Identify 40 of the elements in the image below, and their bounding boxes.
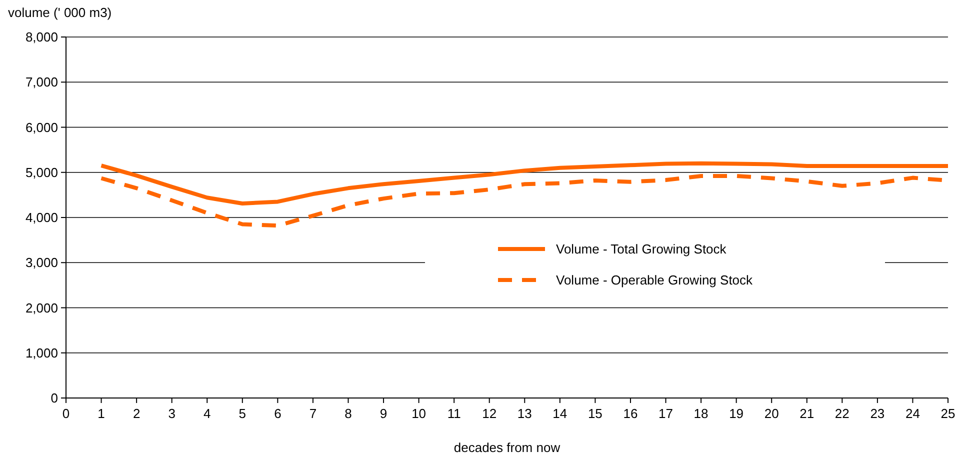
x-tick-label: 25 — [940, 406, 956, 421]
x-tick-label: 13 — [517, 406, 532, 421]
y-tick-label: 3,000 — [25, 255, 58, 270]
x-tick-label: 14 — [552, 406, 568, 421]
x-tick-label: 16 — [623, 406, 638, 421]
y-tick-label: 1,000 — [25, 345, 58, 360]
legend-label: Volume - Operable Growing Stock — [556, 272, 754, 288]
y-tick-label: 2,000 — [25, 300, 58, 316]
x-axis-title: decades from now — [454, 440, 561, 455]
x-tick-label: 4 — [204, 406, 211, 421]
x-tick-label: 21 — [800, 406, 814, 421]
x-tick-label: 22 — [834, 406, 850, 421]
x-tick-label: 7 — [309, 406, 317, 421]
y-tick-label: 5,000 — [25, 164, 58, 180]
line-series — [99, 161, 950, 206]
y-tick-label: 0 — [50, 390, 58, 406]
y-tick-label: 6,000 — [25, 120, 58, 135]
x-tick-label: 20 — [764, 406, 779, 421]
x-tick-label: 11 — [447, 406, 461, 421]
y-tick-label: 4,000 — [25, 210, 58, 226]
y-tick-label: 7,000 — [25, 74, 58, 90]
x-tick-label: 24 — [905, 406, 920, 421]
x-tick-label: 15 — [588, 406, 602, 421]
y-axis-title: volume (' 000 m3) — [8, 5, 112, 20]
x-tick-label: 6 — [274, 406, 282, 421]
x-tick-label: 23 — [870, 406, 885, 421]
x-tick-label: 0 — [62, 406, 70, 421]
x-tick-label: 12 — [482, 406, 497, 421]
x-tick-label: 10 — [412, 406, 426, 421]
x-tick-label: 18 — [694, 406, 708, 421]
legend-label: Volume - Total Growing Stock — [556, 242, 727, 257]
x-tick-label: 17 — [658, 406, 673, 421]
y-tick-label: 8,000 — [25, 30, 58, 45]
x-tick-label: 8 — [344, 406, 352, 421]
x-tick-label: 9 — [380, 406, 388, 421]
x-tick-label: 2 — [132, 406, 140, 421]
x-tick-label: 1 — [98, 406, 105, 421]
x-tick-label: 3 — [168, 406, 176, 421]
x-tick-label: 5 — [238, 406, 246, 421]
x-tick-label: 19 — [729, 406, 744, 421]
